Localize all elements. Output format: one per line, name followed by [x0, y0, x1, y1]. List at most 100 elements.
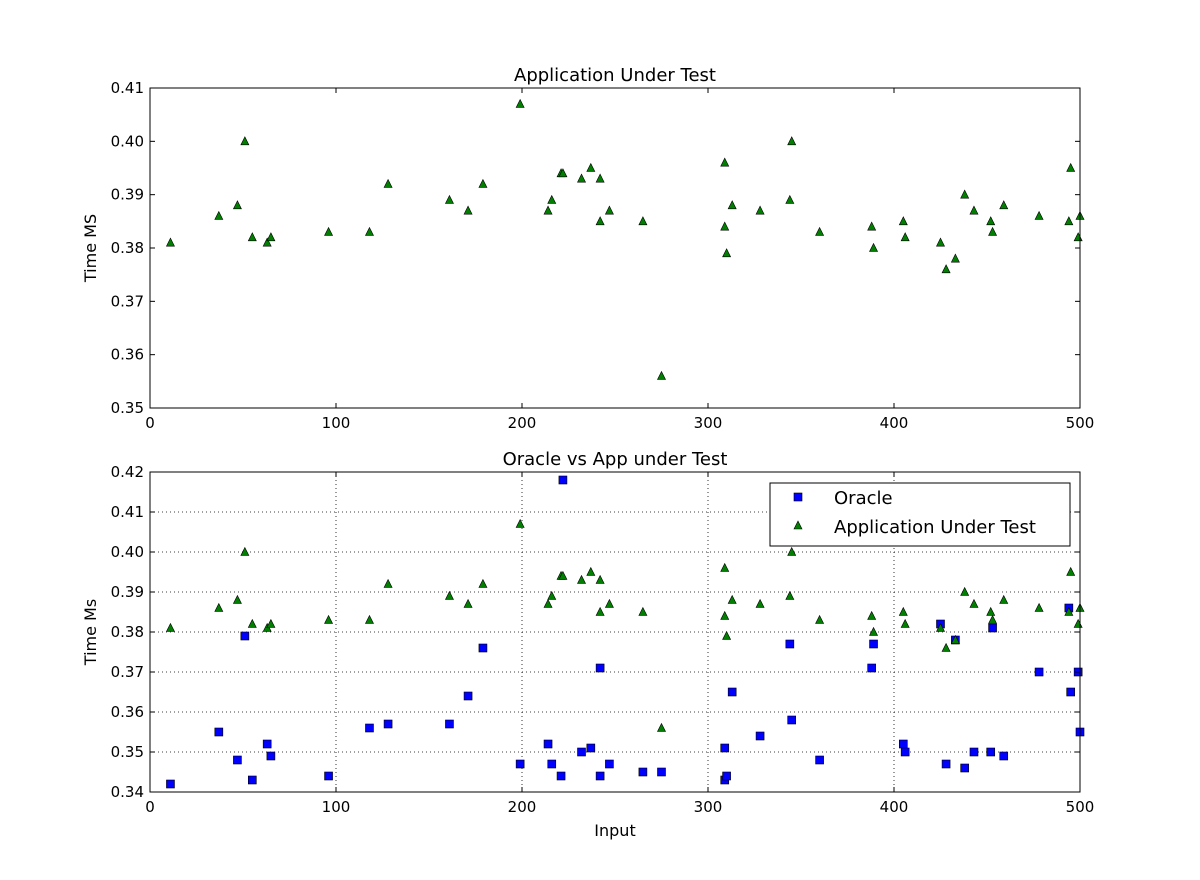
app-under-test-point [1073, 232, 1083, 242]
app-under-test-point [444, 194, 454, 204]
y-tick-label: 0.40 [111, 132, 144, 150]
app-under-test-point [515, 98, 525, 108]
oracle-point [988, 623, 997, 633]
oracle-point [543, 739, 553, 749]
app-under-test-point [898, 606, 908, 616]
y-tick-label: 0.40 [111, 543, 144, 561]
app-under-test-point [969, 598, 979, 608]
app-under-test-point [214, 602, 224, 612]
y-tick-label: 0.39 [111, 583, 144, 601]
app-under-test-point [720, 562, 730, 572]
app-under-test-point [247, 618, 257, 628]
oracle-point [722, 771, 731, 781]
app-under-test-point [898, 216, 908, 226]
oracle-point [214, 727, 224, 737]
oracle-point [638, 767, 648, 777]
top-chart-title: Application Under Test [514, 65, 716, 86]
oracle-point [547, 759, 557, 769]
app-under-test-point [586, 566, 596, 576]
top-y-axis-label: Time MS [81, 214, 100, 283]
app-under-test-point [720, 157, 730, 167]
oracle-point [324, 771, 333, 781]
app-under-test-point [577, 173, 587, 183]
oracle-point [785, 639, 795, 649]
oracle-point [657, 767, 666, 777]
y-tick-label: 0.37 [111, 663, 144, 681]
app-under-test-point [165, 237, 175, 247]
app-under-test-point [478, 578, 488, 588]
legend-oracle-marker [793, 492, 803, 502]
app-under-test-point [1066, 566, 1076, 576]
x-tick-label: 300 [694, 414, 723, 432]
y-tick-label: 0.39 [111, 186, 144, 204]
app-under-test-point [586, 162, 596, 172]
app-under-test-point [266, 618, 276, 628]
x-tick-label: 0 [145, 798, 155, 816]
oracle-point [1034, 667, 1044, 677]
app-under-test-point [214, 210, 224, 220]
x-tick-label: 0 [145, 414, 155, 432]
oracle-point [240, 631, 250, 641]
oracle-point [515, 759, 525, 769]
app-under-test-point [595, 216, 605, 226]
x-tick-label: 100 [322, 798, 351, 816]
app-under-test-point [638, 606, 648, 616]
app-under-test-point [869, 242, 879, 252]
bottom-x-axis-label: Input [594, 821, 635, 840]
app-under-test-point [604, 205, 614, 215]
oracle-point [605, 759, 614, 769]
bottom-grid [150, 472, 1080, 792]
legend-oracle-label: Oracle [834, 488, 893, 509]
oracle-point [960, 763, 969, 773]
oracle-point [755, 731, 765, 741]
oracle-point [787, 715, 797, 725]
top-axis-ticks: 0 100 200 300 400 500 0.35 0.36 0.37 0.38 0.39 0.40… [111, 79, 1095, 432]
app-under-test-point [988, 614, 998, 624]
top-scatter-plot: Application Under Test Time MS 0 100 200 30… [81, 65, 1094, 432]
app-under-test-point [383, 578, 393, 588]
y-tick-label: 0.41 [111, 79, 144, 97]
legend-app-label: Application Under Test [834, 517, 1036, 538]
app-under-test-point [999, 594, 1009, 604]
y-tick-label: 0.36 [111, 346, 144, 364]
app-under-test-point [960, 189, 970, 199]
app-under-test-point [463, 598, 473, 608]
app-under-test-point [165, 622, 175, 632]
top-data-points [165, 98, 1085, 380]
y-tick-label: 0.36 [111, 703, 144, 721]
app-under-test-point [969, 205, 979, 215]
app-under-test-point [364, 226, 374, 236]
oracle-point [595, 771, 605, 781]
oracle-point [969, 747, 979, 757]
oracle-point [727, 687, 737, 697]
bottom-y-axis-label: Time Ms [81, 599, 100, 666]
app-under-test-point [364, 614, 374, 624]
app-under-test-point [999, 200, 1009, 210]
app-under-test-point [1064, 216, 1074, 226]
app-under-test-point [1034, 602, 1044, 612]
oracle-point [941, 759, 951, 769]
oracle-point [262, 739, 272, 749]
oracle-point [586, 743, 596, 753]
x-tick-label: 400 [880, 414, 909, 432]
app-under-test-point [657, 722, 666, 732]
app-under-test-point [867, 610, 877, 620]
oracle-point [383, 719, 393, 729]
app-under-test-point [950, 253, 960, 263]
legend-box [769, 482, 1071, 547]
app-under-test-point [558, 168, 568, 178]
oracle-point [577, 747, 586, 757]
app-under-test-point [867, 221, 877, 231]
app-under-test-point [324, 226, 334, 236]
app-under-test-point [543, 598, 553, 608]
y-tick-label: 0.41 [111, 503, 144, 521]
x-tick-label: 500 [1066, 414, 1095, 432]
x-tick-label: 100 [322, 414, 351, 432]
app-under-test-point [638, 216, 648, 226]
app-under-test-point [950, 634, 960, 644]
app-under-test-point [515, 518, 525, 528]
x-tick-label: 200 [508, 798, 537, 816]
oracle-point [463, 691, 473, 701]
app-under-test-point [262, 237, 272, 247]
